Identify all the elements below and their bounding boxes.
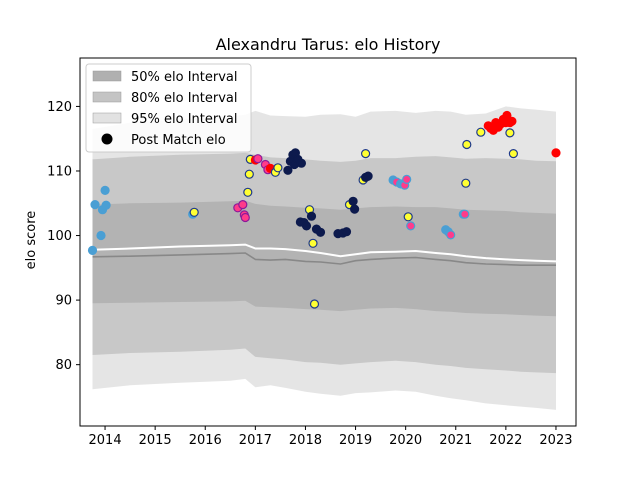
legend: 50% elo Interval 80% elo Interval 95% elo … bbox=[85, 63, 252, 153]
legend-swatch bbox=[92, 112, 122, 124]
x-tick-label: 2019 bbox=[339, 433, 372, 448]
data-point bbox=[551, 148, 561, 158]
data-point bbox=[315, 227, 326, 237]
data-point bbox=[476, 127, 486, 137]
data-point bbox=[90, 200, 100, 210]
data-point bbox=[406, 221, 416, 231]
x-tick-label: 2023 bbox=[539, 433, 572, 448]
x-tick-label: 2014 bbox=[89, 433, 122, 448]
y-tick-label: 110 bbox=[47, 164, 72, 179]
data-point bbox=[507, 116, 517, 126]
center-line-0 bbox=[92, 243, 557, 263]
x-axis: 2014 2015 2016 2017 2018 2019 2020 2021 2022 2023 bbox=[89, 426, 573, 448]
plot-frame bbox=[79, 57, 577, 427]
data-point bbox=[253, 154, 263, 164]
data-point bbox=[309, 299, 320, 309]
data-point bbox=[350, 204, 360, 214]
x-tick-label: 2021 bbox=[439, 433, 472, 448]
x-tick-label: 2017 bbox=[239, 433, 272, 448]
data-point bbox=[243, 187, 253, 197]
data-point bbox=[403, 212, 413, 222]
data-point bbox=[402, 174, 412, 184]
data-point bbox=[296, 158, 306, 168]
data-point bbox=[308, 238, 318, 248]
data-point bbox=[244, 169, 254, 179]
data-point bbox=[238, 200, 248, 210]
band-p50 bbox=[92, 200, 556, 317]
data-point bbox=[460, 209, 470, 219]
plot-area bbox=[79, 57, 577, 427]
data-point bbox=[341, 227, 352, 237]
y-tick-label: 120 bbox=[47, 100, 72, 115]
data-point bbox=[446, 230, 456, 240]
x-tick-label: 2016 bbox=[189, 433, 222, 448]
data-point bbox=[87, 245, 98, 255]
data-point bbox=[100, 185, 110, 195]
legend-label: 80% elo Interval bbox=[131, 91, 238, 106]
legend-box bbox=[85, 63, 252, 153]
legend-swatch bbox=[92, 91, 122, 103]
data-point bbox=[361, 149, 371, 159]
y-tick-label: 80 bbox=[55, 358, 72, 373]
x-tick-label: 2018 bbox=[289, 433, 322, 448]
y-tick-label: 100 bbox=[47, 229, 72, 244]
center-line-1 bbox=[92, 252, 556, 267]
legend-label: 95% elo Interval bbox=[131, 112, 238, 127]
legend-label: 50% elo Interval bbox=[131, 70, 238, 85]
x-tick-label: 2015 bbox=[139, 433, 172, 448]
y-tick-label: 90 bbox=[55, 294, 72, 309]
data-point bbox=[461, 178, 471, 188]
data-point bbox=[101, 200, 111, 210]
x-tick-label: 2020 bbox=[389, 433, 422, 448]
legend-marker bbox=[101, 133, 113, 145]
chart-title: Alexandru Tarus: elo History bbox=[216, 35, 441, 54]
data-point bbox=[508, 149, 519, 159]
data-point bbox=[505, 128, 515, 138]
x-tick-label: 2022 bbox=[489, 433, 522, 448]
data-point bbox=[189, 207, 199, 217]
data-point bbox=[240, 212, 250, 223]
data-point bbox=[306, 211, 317, 221]
data-point bbox=[283, 165, 293, 175]
data-point bbox=[462, 139, 472, 150]
legend-label: Post Match elo bbox=[131, 133, 226, 148]
y-axis-label: elo score bbox=[24, 211, 39, 270]
data-point bbox=[301, 221, 312, 231]
data-point bbox=[96, 230, 106, 241]
data-point bbox=[348, 196, 358, 206]
data-point bbox=[363, 171, 373, 181]
y-axis: 80 90 100 110 120 bbox=[47, 100, 80, 373]
legend-swatch bbox=[92, 70, 122, 82]
data-point bbox=[273, 163, 283, 173]
